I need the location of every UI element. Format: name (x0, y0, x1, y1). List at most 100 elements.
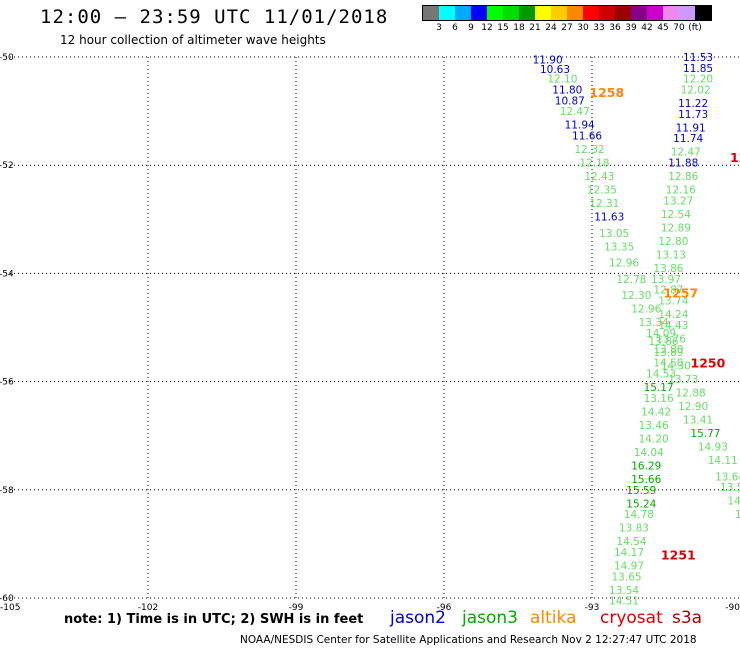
wave-height-label: 12.31 (589, 198, 619, 210)
lat-tick-label: -52 (0, 161, 14, 171)
wave-height-label: 12.54 (661, 209, 691, 221)
wave-height-label: 11.94 (565, 120, 595, 132)
wave-height-label: 12.80 (658, 236, 688, 248)
color-scale-swatch (631, 6, 647, 20)
wave-height-label: 11.22 (678, 98, 708, 110)
wave-height-label: 11.66 (572, 130, 602, 142)
wave-height-label: 13.74 (658, 295, 688, 307)
wave-height-label: 14.78 (624, 509, 654, 521)
wave-height-label: 11.90 (533, 55, 563, 67)
color-scale-label: 3 (436, 23, 442, 33)
wave-height-label: 12.35 (587, 185, 617, 197)
color-scale-swatch (695, 6, 711, 20)
wave-height-label: 11.73 (678, 109, 708, 121)
color-scale-swatch (487, 6, 503, 20)
wave-height-label: 14.09 (646, 328, 676, 340)
wave-height-label: 13.34 (639, 317, 669, 329)
wave-height-label: 12.47 (671, 147, 701, 159)
color-scale-swatch (679, 6, 695, 20)
wave-height-label: 13.83 (619, 523, 649, 535)
color-scale-swatch (583, 6, 599, 20)
pass-hour-label: 1249 (730, 150, 740, 165)
color-scale-label: 24 (545, 23, 557, 33)
legend-item-cryosat: cryosat (600, 608, 663, 628)
page-subtitle: 12 hour collection of altimeter wave hei… (60, 33, 326, 47)
wave-height-label: 12.18 (579, 157, 609, 169)
lon-tick-label: -99 (289, 603, 304, 613)
wave-height-label: 13.35 (604, 241, 634, 253)
wave-height-label: 13.65 (612, 571, 642, 583)
wave-height-label: 14.20 (639, 433, 669, 445)
wave-height-label: 13.80 (653, 344, 683, 356)
map-grid: -50 -52 -54 -56 -58 -60-105 -102 -99 -96 -93 -90 (0, 53, 740, 613)
color-scale-swatch (503, 6, 519, 20)
color-scale-label: 39 (625, 23, 637, 33)
wave-height-label: 14.93 (698, 442, 728, 454)
color-scale: 3 6 9 12 15 18 21 24 27 30 33 36 39 42 45 70 (ft) (422, 5, 712, 33)
wave-height-label: 12.02 (681, 84, 711, 96)
wave-height-label: 13.64 (715, 471, 740, 483)
wave-height-label: 13.97 (651, 274, 681, 286)
wave-height-label: 13.54 (609, 585, 639, 597)
wave-height-points: 11.9010.6312.1011.8010.8712.4711.9411.66… (533, 52, 740, 608)
wave-height-label: 15.77 (690, 428, 720, 440)
wave-height-label: 13.73 (668, 374, 698, 386)
wave-height-label: 15.66 (631, 474, 661, 486)
wave-height-label: 14.24 (658, 309, 688, 321)
lat-tick-label: -54 (0, 269, 14, 279)
wave-height-label: 14.42 (641, 406, 671, 418)
wave-height-label: 12.96 (631, 304, 661, 316)
wave-height-label: 14.43 (658, 320, 688, 332)
color-scale-swatch (423, 6, 439, 20)
wave-height-label: 13.16 (644, 393, 674, 405)
wave-height-label: 15.24 (626, 498, 656, 510)
wave-height-label: 11.53 (683, 52, 713, 64)
wave-height-label: 12.87 (653, 285, 683, 297)
wave-height-label: 12.30 (621, 290, 651, 302)
color-scale-swatch (439, 6, 455, 20)
wave-height-label: 11.63 (594, 212, 624, 224)
wave-height-label: 11.85 (683, 63, 713, 75)
wave-height-label: 12.90 (678, 401, 708, 413)
lon-tick-label: -96 (437, 603, 452, 613)
wave-height-label: 14.17 (614, 547, 644, 559)
color-scale-label: 21 (529, 23, 541, 33)
color-scale-label: 15 (497, 23, 509, 33)
wave-height-label: 14.54 (616, 536, 646, 548)
lon-tick-label: -93 (585, 603, 600, 613)
pass-hour-label: 1250 (691, 356, 726, 371)
wave-height-label: 13.53 (720, 482, 740, 494)
pass-hour-labels: 12581241249125712501251 (589, 85, 740, 563)
color-scale-label: 18 (513, 23, 525, 33)
wave-height-label: 14.58 (653, 358, 683, 370)
wave-height-label: 13.76 (656, 333, 686, 345)
wave-height-label: 13.89 (653, 347, 683, 359)
wave-height-label: 10.87 (555, 95, 585, 107)
color-scale-label: 27 (561, 23, 573, 33)
color-scale-swatch (471, 6, 487, 20)
color-scale-label: 70 (673, 23, 685, 33)
wave-height-label: 13.86 (653, 263, 683, 275)
wave-height-label: 13.41 (683, 414, 713, 426)
legend-item-jason2: jason2 (390, 608, 446, 628)
credit-line: NOAA/NESDIS Center for Satellite Applica… (240, 634, 697, 646)
wave-height-label: 12.47 (560, 106, 590, 118)
wave-height-label: 15.17 (644, 382, 674, 394)
color-scale-label: 33 (593, 23, 605, 33)
wave-height-label: 14.51 (609, 596, 639, 608)
color-scale-swatch (551, 6, 567, 20)
wave-height-label: 14.97 (614, 561, 644, 573)
lat-tick-label: -60 (0, 594, 14, 604)
legend-item-altika: altika (530, 608, 577, 628)
pass-hour-label: 1257 (663, 285, 698, 300)
wave-height-label: 11.88 (668, 157, 698, 169)
wave-height-label: 14.04 (634, 447, 664, 459)
wave-height-label: 12.96 (609, 258, 639, 270)
color-scale-swatch (599, 6, 615, 20)
color-scale-swatches (422, 5, 712, 21)
lat-tick-label: -50 (0, 53, 14, 63)
lat-tick-label: -58 (0, 486, 14, 496)
color-scale-label: 6 (452, 23, 458, 33)
legend-item-jason3: jason3 (462, 608, 518, 628)
